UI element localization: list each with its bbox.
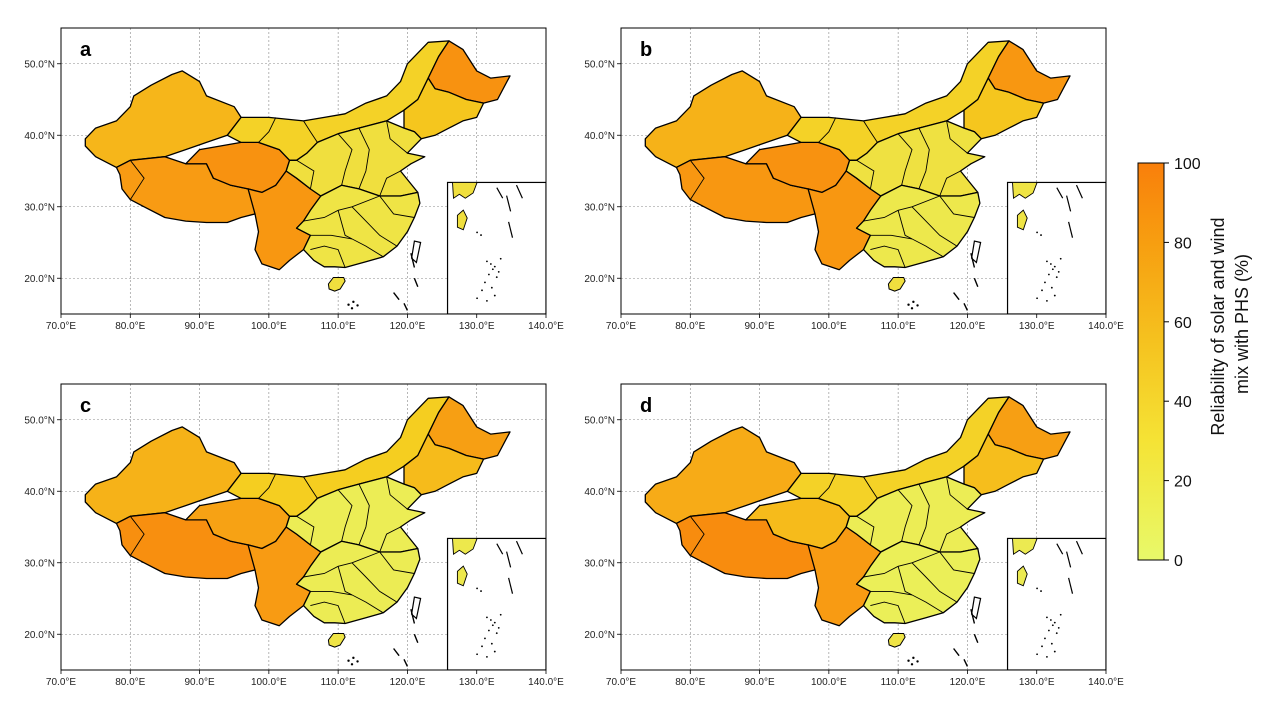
x-tick-label: 100.0°E <box>251 677 287 688</box>
x-tick-label: 70.0°E <box>606 677 636 688</box>
y-tick-label: 40.0°N <box>584 487 615 498</box>
map-frame <box>60 27 547 315</box>
region-hainan <box>327 633 346 648</box>
map-frame <box>620 27 1107 315</box>
colorbar-ramp <box>1137 162 1165 561</box>
x-tick-label: 130.0°E <box>1019 321 1055 332</box>
colorbar-tick-label: 80 <box>1174 235 1192 252</box>
x-tick-label: 70.0°E <box>606 321 636 332</box>
x-tick-label: 130.0°E <box>459 321 495 332</box>
island-taiwan <box>410 240 422 264</box>
province-borders <box>689 473 975 624</box>
x-tick-label: 110.0°E <box>321 321 356 332</box>
x-tick-label: 100.0°E <box>251 321 287 332</box>
x-tick-label: 80.0°E <box>115 677 145 688</box>
island-taiwan <box>970 596 982 620</box>
x-tick-label: 140.0°E <box>528 677 564 688</box>
y-tick-label: 20.0°N <box>584 274 615 285</box>
x-tick-label: 80.0°E <box>675 677 705 688</box>
x-tick-label: 80.0°E <box>115 321 145 332</box>
x-tick-label: 110.0°E <box>881 677 916 688</box>
region-north-plain <box>845 120 986 197</box>
colorbar-label: Reliability of solar and wind mix with P… <box>1208 212 1252 435</box>
x-tick-label: 140.0°E <box>1088 677 1124 688</box>
colorbar-tick-label: 60 <box>1174 315 1192 332</box>
region-hainan <box>327 277 346 292</box>
y-tick-label: 30.0°N <box>584 202 615 213</box>
x-tick-label: 90.0°E <box>745 677 775 688</box>
region-hainan <box>887 277 906 292</box>
y-tick-label: 20.0°N <box>24 630 55 641</box>
x-tick-label: 90.0°E <box>745 321 775 332</box>
panel-label: c <box>80 395 91 417</box>
y-tick-label: 40.0°N <box>584 131 615 142</box>
colorbar-tick-label: 20 <box>1174 474 1192 491</box>
y-tick-label: 50.0°N <box>584 59 615 70</box>
map-frame <box>620 383 1107 671</box>
x-tick-label: 70.0°E <box>46 321 76 332</box>
island-taiwan <box>970 240 982 264</box>
map-panel-b: b 70.0°E 80.0°E 90.0°E 100.0°E 110.0°E 120.0°E… <box>584 27 1124 332</box>
colorbar-tick-label: 0 <box>1174 553 1183 570</box>
x-tick-label: 100.0°E <box>811 321 847 332</box>
x-tick-label: 110.0°E <box>881 321 916 332</box>
panel-label: a <box>80 39 92 61</box>
panel-label: d <box>640 395 652 417</box>
y-tick-label: 20.0°N <box>584 630 615 641</box>
colorbar-tick-label: 100 <box>1174 156 1201 173</box>
south-china-sea-inset <box>1006 181 1106 314</box>
x-tick-label: 120.0°E <box>950 677 986 688</box>
region-hainan <box>887 633 906 648</box>
island-taiwan <box>410 596 422 620</box>
south-china-sea-inset <box>1006 537 1106 670</box>
y-tick-label: 40.0°N <box>24 487 55 498</box>
x-tick-label: 120.0°E <box>390 677 426 688</box>
x-tick-label: 110.0°E <box>321 677 356 688</box>
y-tick-label: 40.0°N <box>24 131 55 142</box>
y-tick-label: 30.0°N <box>24 558 55 569</box>
x-tick-label: 120.0°E <box>950 321 986 332</box>
province-borders <box>689 117 975 268</box>
province-borders <box>129 117 415 268</box>
map-frame <box>60 383 547 671</box>
y-tick-label: 30.0°N <box>584 558 615 569</box>
y-tick-label: 50.0°N <box>584 415 615 426</box>
x-tick-label: 120.0°E <box>390 321 426 332</box>
region-north-plain <box>285 476 426 553</box>
y-tick-label: 30.0°N <box>24 202 55 213</box>
y-tick-label: 20.0°N <box>24 274 55 285</box>
x-tick-label: 90.0°E <box>185 321 215 332</box>
panel-label: b <box>640 39 652 61</box>
south-china-sea-inset <box>446 181 546 314</box>
map-panel-a: a 70.0°E 80.0°E 90.0°E 100.0°E 110.0°E 120.0°E… <box>24 27 564 332</box>
region-north-plain <box>285 120 426 197</box>
x-tick-label: 130.0°E <box>1019 677 1055 688</box>
x-tick-label: 130.0°E <box>459 677 495 688</box>
x-tick-label: 100.0°E <box>811 677 847 688</box>
x-tick-label: 80.0°E <box>675 321 705 332</box>
colorbar-tick-label: 40 <box>1174 394 1192 411</box>
y-tick-label: 50.0°N <box>24 415 55 426</box>
x-tick-label: 70.0°E <box>46 677 76 688</box>
region-north-plain <box>845 476 986 553</box>
x-tick-label: 140.0°E <box>528 321 564 332</box>
x-tick-label: 90.0°E <box>185 677 215 688</box>
x-tick-label: 140.0°E <box>1088 321 1124 332</box>
south-china-sea-inset <box>446 537 546 670</box>
province-borders <box>129 473 415 624</box>
map-panel-c: c 70.0°E 80.0°E 90.0°E 100.0°E 110.0°E 120.0°E… <box>24 383 564 688</box>
map-panel-d: d 70.0°E 80.0°E 90.0°E 100.0°E 110.0°E 120.0°E… <box>584 383 1124 688</box>
y-tick-label: 50.0°N <box>24 59 55 70</box>
colorbar: 0 20 40 60 80 100 Reliability of solar and wi… <box>1137 156 1252 570</box>
